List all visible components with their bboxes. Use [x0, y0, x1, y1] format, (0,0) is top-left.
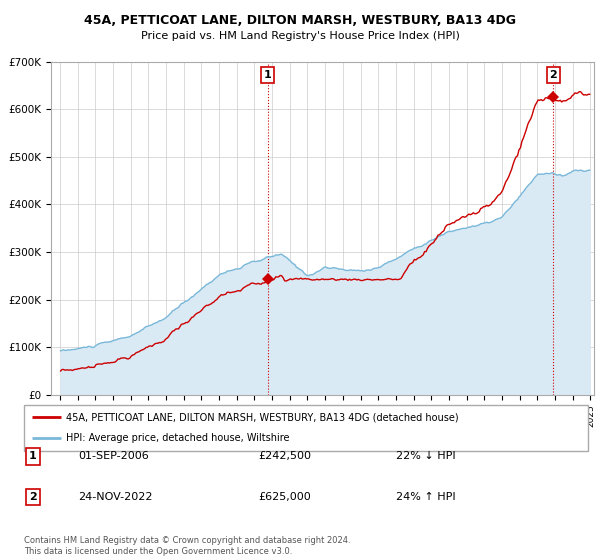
Text: 45A, PETTICOAT LANE, DILTON MARSH, WESTBURY, BA13 4DG (detached house): 45A, PETTICOAT LANE, DILTON MARSH, WESTB… — [66, 412, 459, 422]
Text: 1: 1 — [29, 451, 37, 461]
Text: Contains HM Land Registry data © Crown copyright and database right 2024.
This d: Contains HM Land Registry data © Crown c… — [24, 536, 350, 556]
Text: Price paid vs. HM Land Registry's House Price Index (HPI): Price paid vs. HM Land Registry's House … — [140, 31, 460, 41]
Text: 1: 1 — [264, 70, 272, 80]
Text: 22% ↓ HPI: 22% ↓ HPI — [396, 451, 455, 461]
Text: HPI: Average price, detached house, Wiltshire: HPI: Average price, detached house, Wilt… — [66, 433, 290, 444]
Text: £625,000: £625,000 — [258, 492, 311, 502]
Text: 2: 2 — [29, 492, 37, 502]
Text: 24% ↑ HPI: 24% ↑ HPI — [396, 492, 455, 502]
Text: £242,500: £242,500 — [258, 451, 311, 461]
Text: 01-SEP-2006: 01-SEP-2006 — [78, 451, 149, 461]
Text: 24-NOV-2022: 24-NOV-2022 — [78, 492, 152, 502]
Text: 2: 2 — [550, 70, 557, 80]
Text: 45A, PETTICOAT LANE, DILTON MARSH, WESTBURY, BA13 4DG: 45A, PETTICOAT LANE, DILTON MARSH, WESTB… — [84, 14, 516, 27]
FancyBboxPatch shape — [24, 405, 588, 451]
